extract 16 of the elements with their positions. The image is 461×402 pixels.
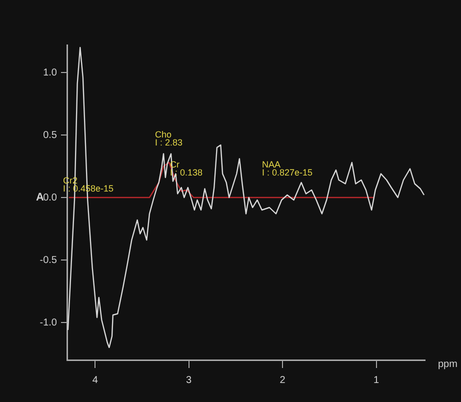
- x-axis-title: ppm: [438, 358, 458, 370]
- x-tick-label: 2: [280, 374, 286, 386]
- y-tick-label: -0.5: [40, 254, 58, 266]
- x-tick-label: 4: [92, 374, 98, 386]
- y-tick-label: 0.5: [43, 130, 58, 141]
- y-tick-label: 1.0: [43, 67, 58, 78]
- annotation: Cho: [155, 129, 172, 140]
- annotation: I : 2.83: [155, 137, 183, 148]
- x-tick-label: 3: [186, 374, 192, 386]
- y-axis-title: A: [36, 192, 44, 204]
- x-tick-label: 1: [373, 374, 380, 386]
- annotation: NAA: [262, 159, 281, 170]
- y-tick-label: -1.0: [40, 317, 58, 328]
- annotation: I : 0.827e-15: [262, 167, 313, 178]
- y-tick-label: 0.0: [43, 192, 58, 204]
- annotation: I : 0.138: [170, 167, 203, 178]
